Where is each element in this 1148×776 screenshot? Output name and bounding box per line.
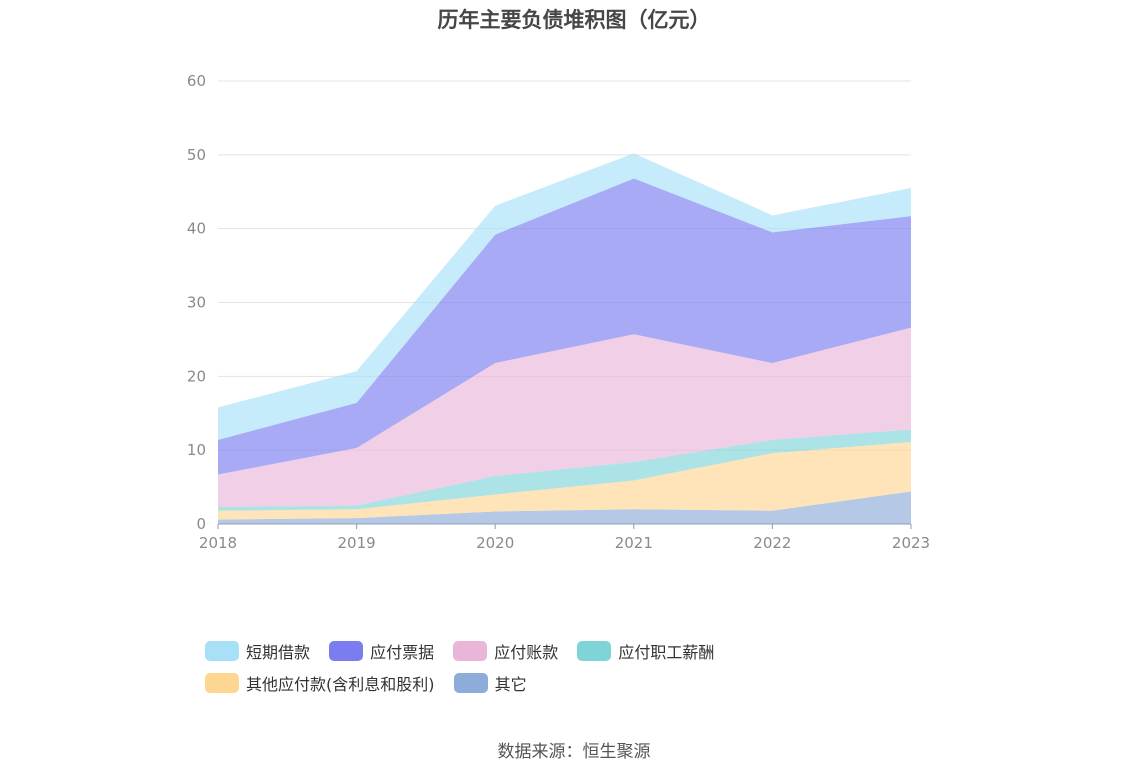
- area-短期借款: [218, 153, 911, 440]
- y-tick-label: 40: [187, 220, 206, 238]
- x-tick-label: 2023: [892, 534, 930, 552]
- y-tick-label: 30: [187, 294, 206, 312]
- y-tick-label: 50: [187, 146, 206, 164]
- legend-item-notes-payable[interactable]: 应付票据: [329, 638, 434, 664]
- y-tick-label: 60: [187, 72, 206, 90]
- legend-swatch: [205, 641, 239, 661]
- legend-swatch: [329, 641, 364, 661]
- chart-title: 历年主要负债堆积图（亿元）: [437, 8, 711, 32]
- area-其他应付款(含利息和股利): [218, 442, 911, 520]
- legend-label: 应付账款: [494, 643, 559, 662]
- legend-label: 短期借款: [246, 643, 311, 662]
- y-tick-label: 0: [196, 515, 206, 533]
- legend: 短期借款 应付票据 应付账款 应付职工薪酬 其他应付款(含利息和股利) 其它: [205, 638, 965, 702]
- legend-label: 应付职工薪酬: [618, 643, 715, 662]
- area-series: [218, 153, 911, 524]
- x-tick-label: 2020: [476, 534, 514, 552]
- y-tick-label: 20: [187, 367, 206, 385]
- legend-item-accounts-payable[interactable]: 应付账款: [453, 638, 558, 664]
- area-应付票据: [218, 178, 911, 475]
- area-其它: [218, 491, 911, 524]
- legend-item-other-payables[interactable]: 其他应付款(含利息和股利): [205, 670, 435, 696]
- x-axis: [217, 523, 912, 529]
- legend-swatch: [205, 673, 239, 693]
- legend-swatch: [453, 641, 488, 661]
- legend-item-employee-payables[interactable]: 应付职工薪酬: [577, 638, 714, 664]
- area-应付账款: [218, 327, 911, 508]
- y-tick-label: 10: [187, 441, 206, 459]
- legend-item-short-term-loans[interactable]: 短期借款: [205, 638, 310, 664]
- area-应付职工薪酬: [218, 429, 911, 511]
- x-tick-label: 2021: [615, 534, 653, 552]
- x-tick-label: 2022: [753, 534, 791, 552]
- x-tick-label: 2019: [338, 534, 376, 552]
- x-tick-label: 2018: [199, 534, 237, 552]
- y-axis-tick-labels: 0 10 20 30 40 50 60: [187, 72, 206, 533]
- legend-label: 其他应付款(含利息和股利): [246, 675, 435, 694]
- legend-swatch: [577, 641, 612, 661]
- stacked-area-chart: 0 10 20 30 40 50 60 2018 2019 2020 2021 2022 2023: [187, 72, 930, 552]
- legend-label: 其它: [494, 675, 527, 694]
- legend-swatch: [453, 673, 488, 693]
- legend-item-other[interactable]: 其它: [453, 670, 527, 696]
- legend-label: 应付票据: [370, 643, 435, 662]
- data-source: 数据来源：恒生聚源: [497, 742, 651, 762]
- x-axis-tick-labels: 2018 2019 2020 2021 2022 2023: [199, 534, 930, 552]
